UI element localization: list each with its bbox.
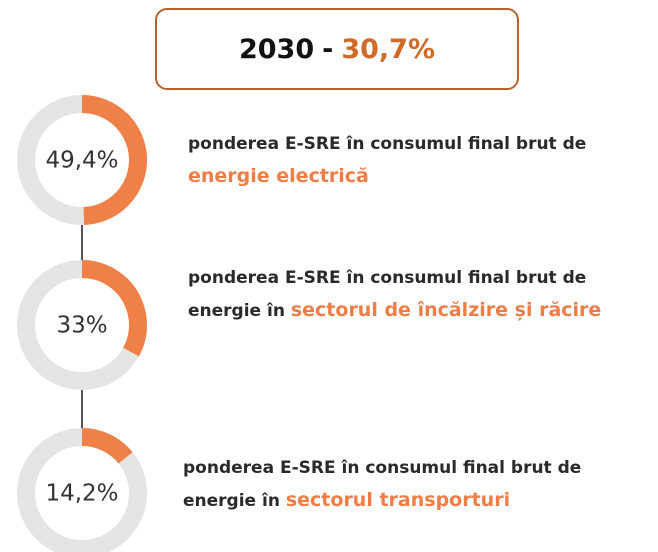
separator: -: [322, 33, 334, 65]
description-highlight: sectorul de încălzire și răcire: [290, 299, 602, 321]
donut-arc: [17, 428, 147, 552]
donut-label: 33%: [56, 313, 107, 339]
year: 2030: [238, 33, 315, 65]
donut-arc: [17, 260, 147, 390]
description: ponderea E-SRE în consumul final brut de…: [188, 262, 608, 327]
donut-label: 14,2%: [45, 481, 118, 507]
total: 30,7%: [341, 33, 436, 65]
description-text: ponderea E-SRE în consumul final brut de…: [183, 458, 582, 511]
description-text: ponderea E-SRE în consumul final brut de…: [188, 268, 587, 321]
header-box: 2030 - 30,7%: [155, 8, 519, 90]
description-text: ponderea E-SRE în consumul final brut de: [188, 134, 587, 154]
donut-arc: [17, 95, 147, 225]
donut-label: 49,4%: [45, 148, 118, 174]
description-highlight: sectorul transporturi: [285, 489, 511, 511]
description: ponderea E-SRE în consumul final brut de…: [188, 128, 588, 193]
description: ponderea E-SRE în consumul final brut de…: [183, 452, 653, 517]
description-highlight: energie electrică: [188, 165, 369, 187]
